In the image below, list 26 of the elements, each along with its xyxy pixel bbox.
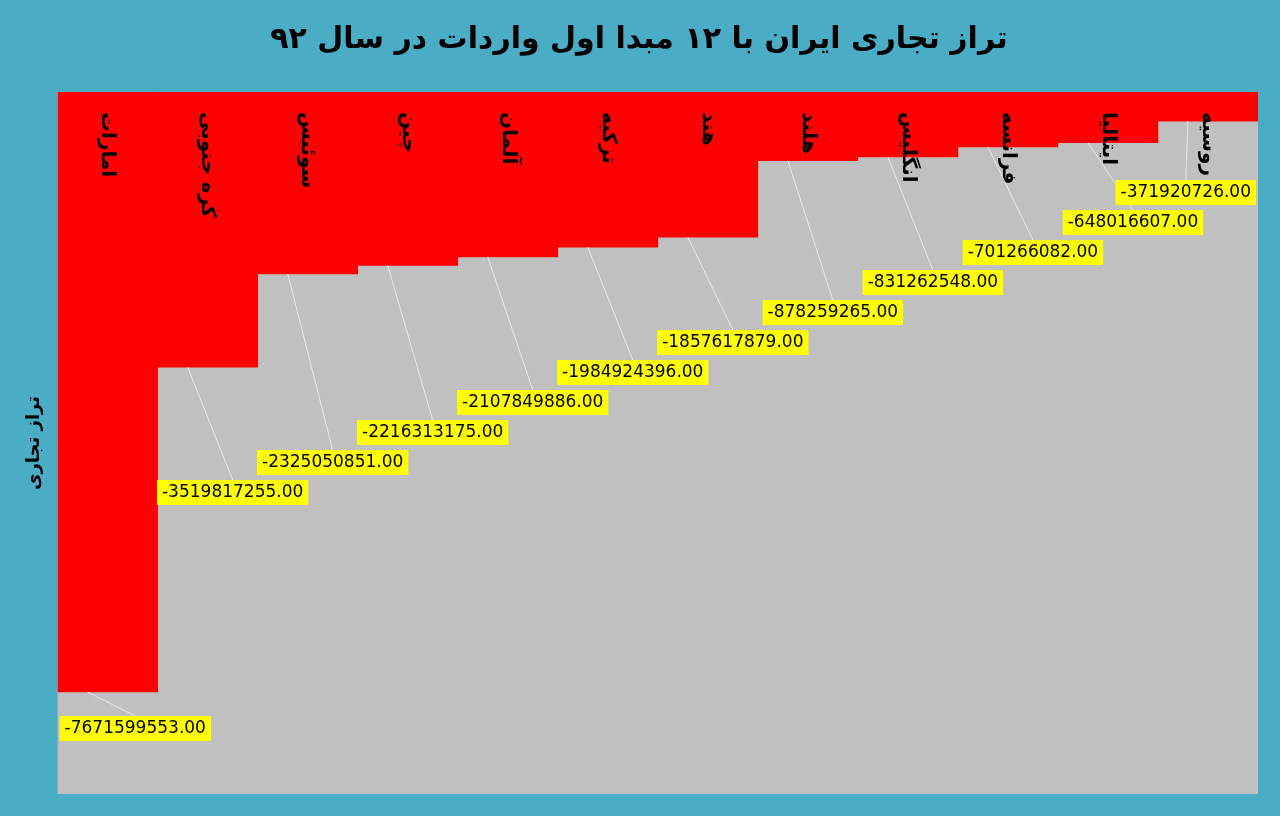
- data-label: -3519817255.00: [161, 481, 304, 502]
- x-tick-label: فرانسه: [997, 112, 1022, 185]
- data-label: -831262548.00: [867, 271, 999, 292]
- data-label: -2325050851.00: [262, 451, 404, 472]
- x-tick-label: ترکیه: [597, 112, 622, 164]
- data-label: -2107849886.00: [462, 391, 604, 412]
- x-tick-label: هلند: [797, 112, 822, 154]
- x-tick-label: کره جنوبی: [197, 112, 222, 219]
- data-label: -2216313175.00: [362, 421, 504, 442]
- x-tick-label: ایتالیا: [1097, 112, 1122, 166]
- data-label: -701266082.00: [967, 241, 1099, 262]
- x-tick-label: چین: [396, 112, 422, 153]
- chart-title: تراز تجاری ایران با ۱۲ مبدا اول واردات در سال ۹۲: [270, 19, 1008, 56]
- data-label: -371920726.00: [1120, 181, 1251, 202]
- data-label: -878259265.00: [767, 301, 899, 322]
- data-label: -1857617879.00: [662, 331, 804, 352]
- x-tick-label: سوئیس: [297, 112, 322, 189]
- data-label: -648016607.00: [1067, 211, 1199, 232]
- x-tick-label: هند: [697, 112, 722, 146]
- data-label: -7671599553.00: [64, 717, 206, 738]
- x-tick-label: امارات: [97, 112, 122, 178]
- data-label: -1984924396.00: [562, 361, 704, 382]
- x-tick-label: آلمان: [497, 112, 523, 166]
- x-tick-label: روسیه: [1197, 112, 1222, 176]
- x-tick-label: انگلیس: [897, 112, 922, 183]
- y-axis-title: تراز تجاری: [22, 395, 45, 491]
